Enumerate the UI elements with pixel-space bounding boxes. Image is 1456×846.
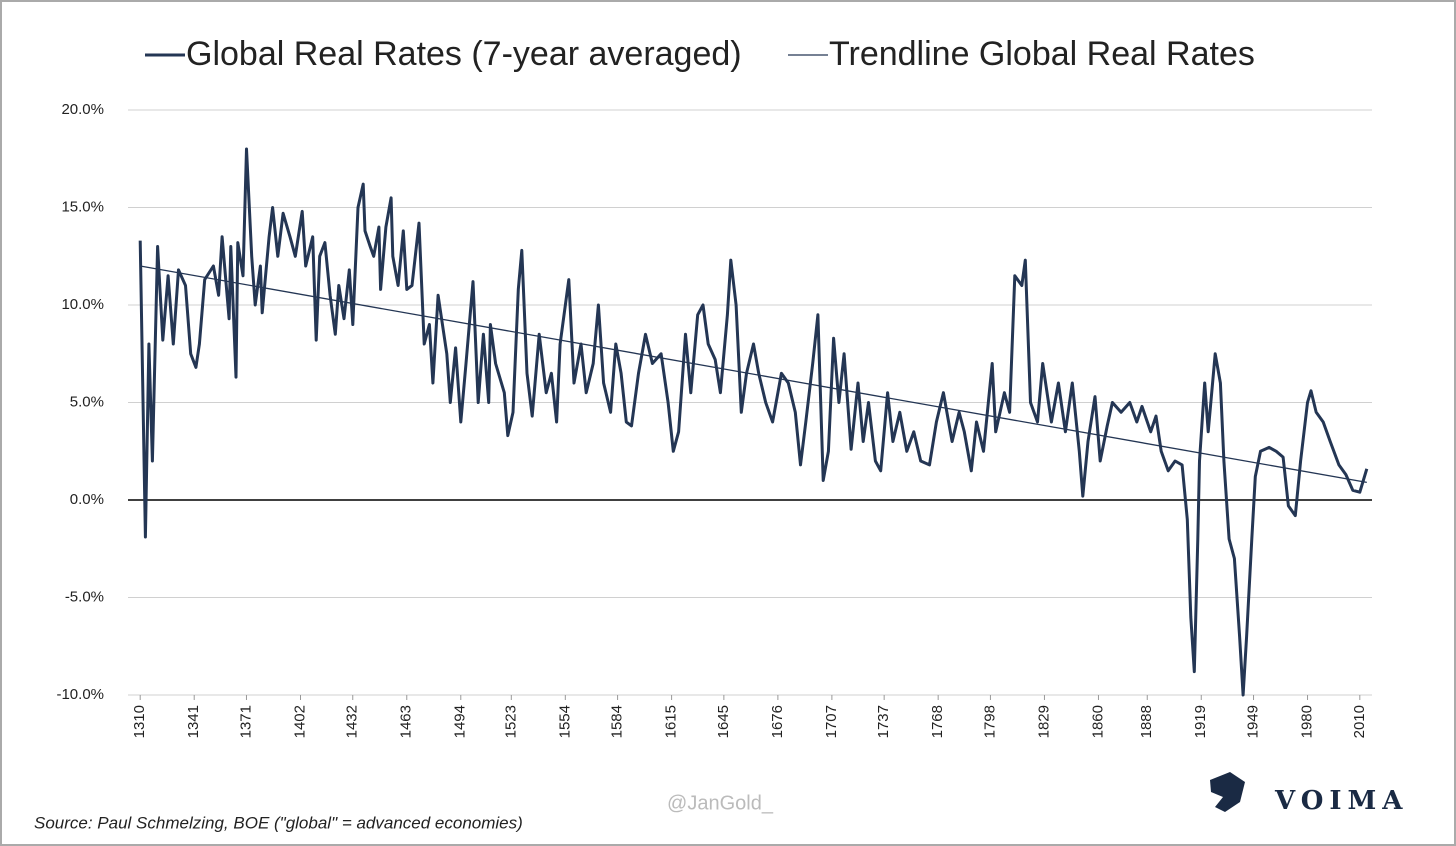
x-tick-label: 1919 — [1192, 705, 1209, 738]
x-tick-label: 1707 — [823, 705, 840, 738]
x-tick-label: 1949 — [1244, 705, 1261, 738]
x-tick-label: 1737 — [875, 705, 892, 738]
x-tick-label: 1494 — [452, 705, 469, 738]
x-tick-label: 1829 — [1035, 705, 1052, 738]
x-tick-label: 1432 — [344, 705, 361, 738]
y-tick-label: -5.0% — [65, 588, 104, 605]
y-tick-label: 10.0% — [61, 296, 104, 313]
x-tick-label: 1310 — [131, 705, 148, 738]
x-tick-label: 1676 — [769, 705, 786, 738]
brand-name: VOIMA — [1274, 786, 1408, 816]
x-tick-label: 1554 — [556, 705, 573, 738]
series-line — [138, 147, 1369, 697]
x-tick-label: 1371 — [237, 705, 254, 738]
legend: Global Real Rates (7-year averaged) Trend… — [145, 35, 1255, 73]
y-tick-label: -10.0% — [56, 686, 104, 703]
legend-label: Trendline Global Real Rates — [829, 35, 1255, 73]
y-tick-label: 0.0% — [70, 491, 104, 508]
x-tick-label: 1645 — [715, 705, 732, 738]
x-tick-label: 1768 — [929, 705, 946, 738]
y-tick-label: 15.0% — [61, 198, 104, 215]
trend-line — [140, 265, 1367, 484]
x-tick-label: 1798 — [981, 705, 998, 738]
x-tick-label: 1980 — [1299, 705, 1316, 738]
y-tick-label: 20.0% — [61, 101, 104, 118]
y-tick-label: 5.0% — [70, 393, 104, 410]
source-note: Source: Paul Schmelzing, BOE ("global" =… — [34, 813, 523, 832]
x-tick-label: 2010 — [1351, 705, 1368, 738]
x-tick-label: 1341 — [185, 705, 202, 738]
watermark: @JanGold_ — [667, 792, 774, 814]
x-tick-label: 1888 — [1138, 705, 1155, 738]
x-tick-label: 1463 — [398, 705, 415, 738]
x-tick-label: 1523 — [502, 705, 519, 738]
legend-label: Global Real Rates (7-year averaged) — [186, 35, 742, 73]
x-tick-label: 1584 — [609, 705, 626, 738]
brand-logo: VOIMA — [1210, 772, 1408, 816]
x-tick-label: 1860 — [1089, 705, 1106, 738]
x-tick-label: 1402 — [291, 705, 308, 738]
x-tick-label: 1615 — [663, 705, 680, 738]
